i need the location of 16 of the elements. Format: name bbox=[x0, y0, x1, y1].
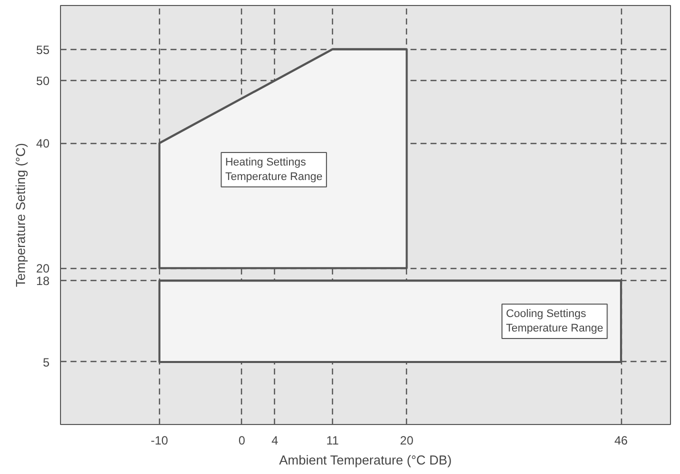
x-axis-title: Ambient Temperature (°C DB) bbox=[279, 452, 452, 468]
annotation: Cooling Settings Temperature Range bbox=[506, 308, 604, 335]
x-tick-label: 20 bbox=[400, 434, 414, 448]
x-tick-label: 0 bbox=[238, 434, 246, 448]
y-tick-label: 55 bbox=[36, 42, 50, 57]
x-tick-label: 46 bbox=[614, 434, 628, 448]
y-tick-label: 50 bbox=[36, 74, 50, 88]
y-tick-label: 20 bbox=[36, 262, 50, 276]
y-tick-label: 40 bbox=[36, 136, 50, 151]
x-tick-label: 11 bbox=[326, 434, 340, 448]
y-axis-title: Temperature Setting (°C) bbox=[13, 143, 28, 287]
x-tick-label: -10 bbox=[150, 434, 168, 448]
y-tick-label: 18 bbox=[36, 274, 50, 288]
y-tick-label: 5 bbox=[42, 355, 50, 370]
annotation: Heating Settings Temperature Range bbox=[225, 156, 322, 183]
x-tick-label: 4 bbox=[271, 434, 278, 448]
